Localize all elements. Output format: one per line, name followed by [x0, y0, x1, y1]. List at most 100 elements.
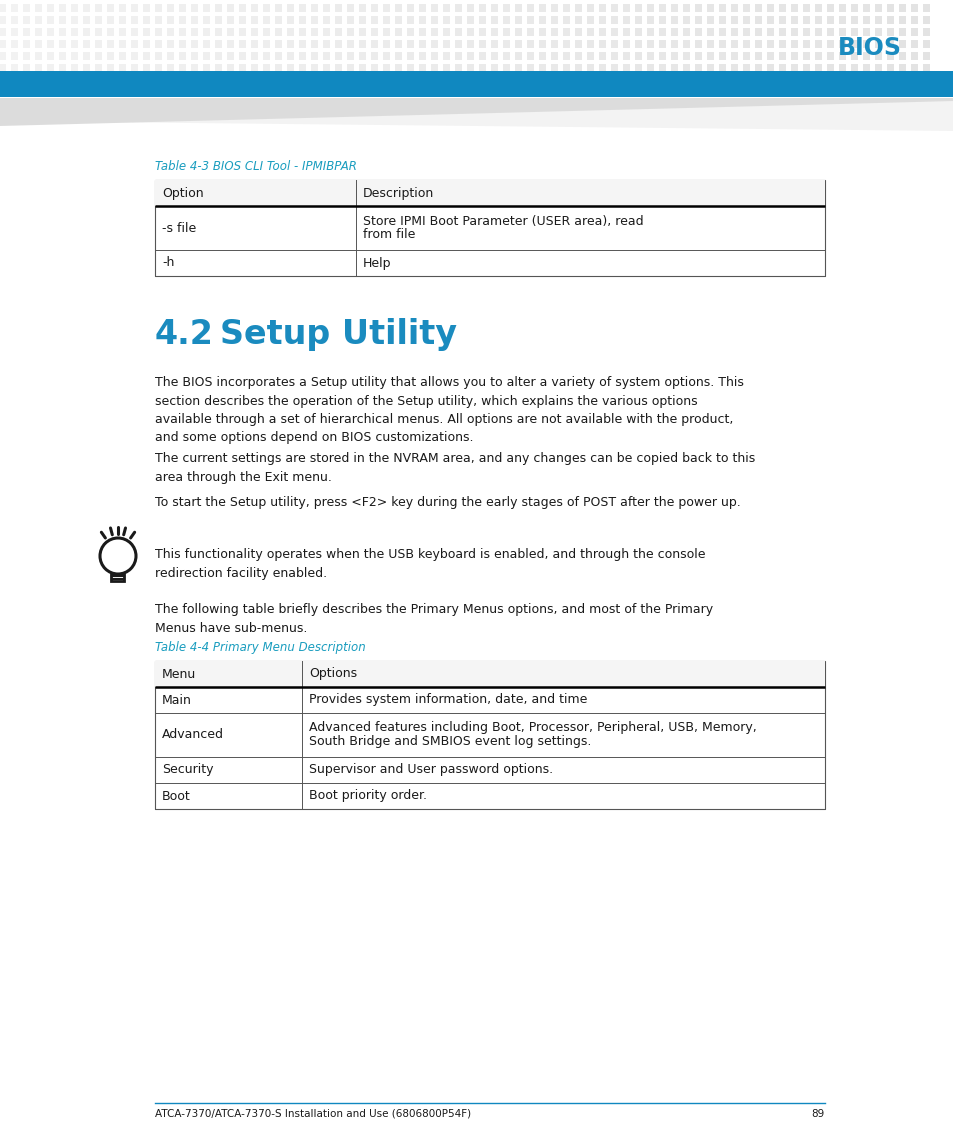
- Bar: [839, 3, 845, 11]
- Bar: [802, 40, 810, 48]
- Bar: [252, 52, 258, 60]
- Bar: [252, 27, 258, 35]
- Bar: [168, 40, 174, 48]
- Bar: [371, 27, 378, 35]
- Bar: [132, 52, 138, 60]
- Bar: [359, 16, 366, 24]
- Bar: [587, 3, 594, 11]
- Bar: [143, 27, 151, 35]
- Bar: [179, 40, 186, 48]
- Bar: [479, 16, 486, 24]
- Bar: [682, 76, 690, 84]
- Bar: [59, 52, 67, 60]
- Bar: [371, 52, 378, 60]
- Bar: [155, 64, 162, 72]
- Bar: [862, 64, 869, 72]
- Bar: [695, 40, 701, 48]
- Bar: [779, 16, 785, 24]
- Bar: [239, 76, 246, 84]
- Bar: [323, 16, 330, 24]
- Bar: [347, 16, 355, 24]
- Bar: [539, 40, 546, 48]
- Bar: [24, 64, 30, 72]
- Bar: [862, 16, 869, 24]
- Bar: [275, 40, 282, 48]
- Bar: [575, 27, 582, 35]
- Bar: [731, 76, 738, 84]
- Bar: [886, 76, 894, 84]
- Bar: [527, 16, 534, 24]
- Bar: [335, 3, 342, 11]
- Bar: [11, 16, 18, 24]
- Bar: [215, 27, 222, 35]
- Bar: [719, 40, 726, 48]
- Bar: [84, 16, 91, 24]
- Bar: [479, 64, 486, 72]
- Bar: [479, 76, 486, 84]
- Bar: [719, 52, 726, 60]
- Bar: [132, 64, 138, 72]
- Bar: [659, 40, 666, 48]
- Bar: [252, 16, 258, 24]
- Text: -h: -h: [162, 256, 174, 269]
- Bar: [154, 661, 824, 687]
- Bar: [491, 40, 498, 48]
- Bar: [299, 52, 306, 60]
- Bar: [287, 16, 294, 24]
- Bar: [335, 16, 342, 24]
- Bar: [899, 27, 905, 35]
- Bar: [635, 3, 641, 11]
- Bar: [623, 27, 630, 35]
- Text: Provides system information, date, and time: Provides system information, date, and t…: [309, 694, 587, 706]
- Bar: [227, 16, 234, 24]
- Bar: [407, 64, 414, 72]
- Bar: [395, 76, 402, 84]
- Bar: [119, 64, 127, 72]
- Bar: [707, 16, 714, 24]
- Bar: [839, 64, 845, 72]
- Bar: [108, 64, 114, 72]
- Bar: [323, 40, 330, 48]
- Bar: [791, 40, 798, 48]
- Bar: [299, 76, 306, 84]
- Text: -s file: -s file: [162, 221, 196, 235]
- Bar: [35, 40, 43, 48]
- Bar: [312, 52, 318, 60]
- Bar: [359, 27, 366, 35]
- Bar: [515, 76, 522, 84]
- Bar: [48, 3, 54, 11]
- Bar: [71, 16, 78, 24]
- Bar: [851, 27, 858, 35]
- Bar: [682, 64, 690, 72]
- Bar: [347, 52, 355, 60]
- Bar: [132, 3, 138, 11]
- Bar: [287, 3, 294, 11]
- Bar: [923, 52, 929, 60]
- Bar: [263, 16, 271, 24]
- Bar: [192, 52, 198, 60]
- Bar: [312, 64, 318, 72]
- Bar: [899, 76, 905, 84]
- Bar: [611, 40, 618, 48]
- Bar: [802, 76, 810, 84]
- Bar: [719, 3, 726, 11]
- Bar: [0, 3, 7, 11]
- Bar: [227, 52, 234, 60]
- Bar: [491, 3, 498, 11]
- Bar: [791, 3, 798, 11]
- Text: Setup Utility: Setup Utility: [220, 318, 456, 352]
- Bar: [215, 16, 222, 24]
- Bar: [323, 27, 330, 35]
- Bar: [155, 27, 162, 35]
- Bar: [491, 27, 498, 35]
- Bar: [383, 64, 390, 72]
- Bar: [263, 52, 271, 60]
- Bar: [875, 16, 882, 24]
- Bar: [108, 40, 114, 48]
- Bar: [851, 16, 858, 24]
- Bar: [335, 27, 342, 35]
- Bar: [347, 27, 355, 35]
- Bar: [119, 3, 127, 11]
- Bar: [192, 40, 198, 48]
- Bar: [395, 52, 402, 60]
